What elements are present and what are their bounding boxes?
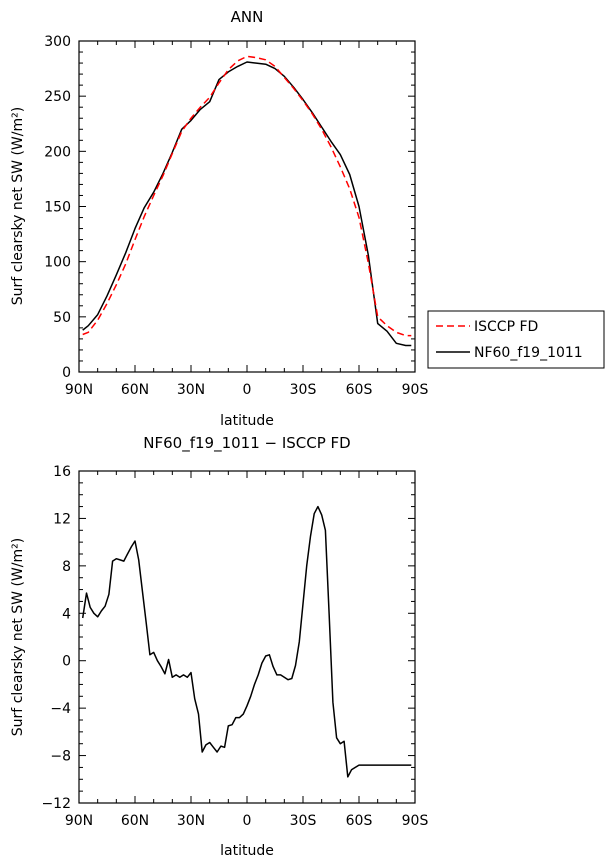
bottom-panel-series bbox=[81, 505, 412, 778]
legend: ISCCP FD NF60_f19_1011 bbox=[427, 310, 605, 369]
top-panel-x-tick-labels: 90N 60N 30N 0 30S 60S 90S bbox=[65, 382, 429, 398]
top-panel-ticks bbox=[78, 40, 416, 373]
x-tick-label: 30S bbox=[290, 813, 317, 829]
x-tick-label: 30S bbox=[290, 382, 317, 398]
x-tick-label: 60S bbox=[346, 382, 373, 398]
y-tick-label: 0 bbox=[62, 365, 71, 381]
y-tick-label: 12 bbox=[53, 511, 71, 527]
top-panel: ANN 90N 60N 30N 0 30S 60S 90S 0 50 100 150 200 250 3… bbox=[10, 8, 605, 429]
bottom-panel-ticks bbox=[78, 470, 416, 804]
legend-label-isccp: ISCCP FD bbox=[474, 319, 538, 335]
series-line-difference bbox=[81, 505, 412, 778]
x-tick-label: 90S bbox=[402, 382, 429, 398]
y-tick-label: 4 bbox=[62, 606, 71, 622]
x-tick-label: 90N bbox=[65, 382, 93, 398]
y-tick-label: 100 bbox=[44, 255, 71, 271]
bottom-panel-title: NF60_f19_1011 − ISCCP FD bbox=[143, 434, 350, 453]
y-tick-label: −12 bbox=[41, 796, 71, 812]
x-tick-label: 60S bbox=[346, 813, 373, 829]
y-tick-label: 16 bbox=[53, 464, 71, 480]
y-tick-label: 8 bbox=[62, 559, 71, 575]
y-tick-label: −4 bbox=[50, 701, 71, 717]
bottom-panel: NF60_f19_1011 − ISCCP FD 90N 60N 30N 0 30S 60… bbox=[10, 434, 428, 859]
series-line-model bbox=[82, 61, 412, 347]
top-panel-y-tick-labels: 0 50 100 150 200 250 300 bbox=[44, 34, 71, 381]
y-tick-label: −8 bbox=[50, 749, 71, 765]
bottom-panel-x-tick-labels: 90N 60N 30N 0 30S 60S 90S bbox=[65, 813, 429, 829]
y-tick-label: 50 bbox=[53, 310, 71, 326]
x-tick-label: 30N bbox=[177, 382, 205, 398]
top-panel-title: ANN bbox=[231, 8, 264, 26]
legend-label-model: NF60_f19_1011 bbox=[474, 345, 583, 361]
y-tick-label: 0 bbox=[62, 654, 71, 670]
bottom-panel-x-axis-label: latitude bbox=[220, 843, 274, 859]
x-tick-label: 60N bbox=[121, 382, 149, 398]
x-tick-label: 60N bbox=[121, 813, 149, 829]
y-tick-label: 150 bbox=[44, 200, 71, 216]
bottom-panel-y-axis-label: Surf clearsky net SW (W/m²) bbox=[10, 538, 26, 736]
top-panel-y-axis-label: Surf clearsky net SW (W/m²) bbox=[10, 107, 26, 305]
y-tick-label: 200 bbox=[44, 144, 71, 160]
top-panel-x-axis-label: latitude bbox=[220, 413, 274, 429]
series-line-isccp bbox=[82, 55, 412, 337]
x-tick-label: 0 bbox=[243, 382, 252, 398]
x-tick-label: 90N bbox=[65, 813, 93, 829]
bottom-panel-y-tick-labels: −12 −8 −4 0 4 8 12 16 bbox=[41, 464, 71, 812]
y-tick-label: 250 bbox=[44, 89, 71, 105]
x-tick-label: 0 bbox=[243, 813, 252, 829]
legend-box bbox=[427, 310, 605, 369]
x-tick-label: 30N bbox=[177, 813, 205, 829]
y-tick-label: 300 bbox=[44, 34, 71, 50]
x-tick-label: 90S bbox=[402, 813, 429, 829]
top-panel-series bbox=[82, 55, 412, 347]
